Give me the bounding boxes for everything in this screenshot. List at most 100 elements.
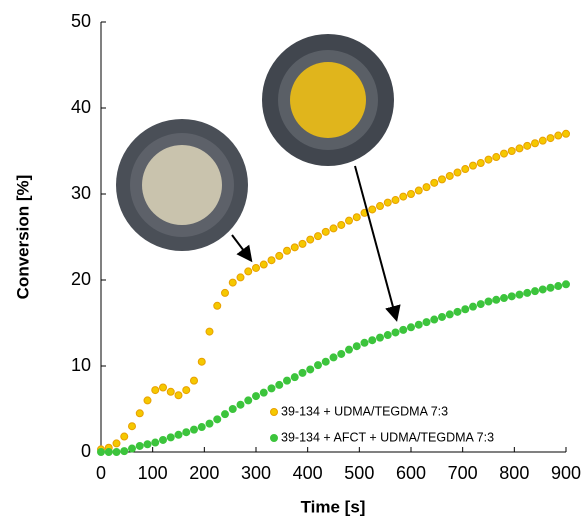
data-point xyxy=(516,145,523,152)
legend-marker xyxy=(271,409,278,416)
data-point xyxy=(206,328,213,335)
data-point xyxy=(237,401,244,408)
data-point xyxy=(439,176,446,183)
data-point xyxy=(454,169,461,176)
data-point xyxy=(555,132,562,139)
data-point xyxy=(338,350,345,357)
data-point xyxy=(392,329,399,336)
data-point xyxy=(485,298,492,305)
data-point xyxy=(237,274,244,281)
legend: 39-134 + UDMA/TEGDMA 7:339-134 + AFCT + … xyxy=(271,404,495,444)
data-point xyxy=(446,172,453,179)
data-point xyxy=(268,385,275,392)
y-tick-label: 30 xyxy=(71,183,91,203)
legend-marker xyxy=(271,435,278,442)
data-point xyxy=(431,316,438,323)
photo-left xyxy=(116,119,248,251)
data-point xyxy=(477,160,484,167)
data-point xyxy=(121,448,128,455)
data-point xyxy=(276,252,283,259)
data-point xyxy=(431,179,438,186)
data-point xyxy=(253,393,260,400)
data-point xyxy=(322,358,329,365)
data-point xyxy=(555,283,562,290)
data-point xyxy=(377,203,384,210)
data-point xyxy=(330,354,337,361)
data-point xyxy=(113,449,120,456)
data-point xyxy=(322,228,329,235)
data-point xyxy=(400,193,407,200)
x-tick-label: 900 xyxy=(551,463,581,483)
data-point xyxy=(183,429,190,436)
data-point xyxy=(563,130,570,137)
data-point xyxy=(191,377,198,384)
arrow xyxy=(232,235,250,259)
data-point xyxy=(346,217,353,224)
data-point xyxy=(144,441,151,448)
legend-label: 39-134 + AFCT + UDMA/TEGDMA 7:3 xyxy=(281,430,494,444)
y-tick-label: 20 xyxy=(71,269,91,289)
data-point xyxy=(284,377,291,384)
data-point xyxy=(245,397,252,404)
data-point xyxy=(229,279,236,286)
x-tick-label: 600 xyxy=(396,463,426,483)
data-point xyxy=(392,197,399,204)
data-point xyxy=(423,319,430,326)
x-tick-label: 400 xyxy=(293,463,323,483)
data-point xyxy=(508,148,515,155)
data-point xyxy=(160,436,167,443)
chart: 0102030405001002003004005006007008009003… xyxy=(0,0,587,522)
data-point xyxy=(516,291,523,298)
data-point xyxy=(245,268,252,275)
data-point xyxy=(524,142,531,149)
data-point xyxy=(470,162,477,169)
data-point xyxy=(129,423,136,430)
data-point xyxy=(539,286,546,293)
data-point xyxy=(524,289,531,296)
y-tick-label: 10 xyxy=(71,355,91,375)
data-point xyxy=(299,240,306,247)
data-point xyxy=(268,257,275,264)
data-point xyxy=(547,135,554,142)
data-point xyxy=(198,424,205,431)
data-point xyxy=(307,366,314,373)
x-tick-label: 500 xyxy=(344,463,374,483)
data-point xyxy=(501,295,508,302)
data-point xyxy=(105,449,112,456)
data-point xyxy=(462,306,469,313)
data-point xyxy=(253,264,260,271)
data-point xyxy=(315,233,322,240)
data-point xyxy=(539,137,546,144)
data-point xyxy=(338,221,345,228)
x-axis-title: Time [s] xyxy=(301,497,366,516)
y-tick-label: 50 xyxy=(71,11,91,31)
data-point xyxy=(493,296,500,303)
data-point xyxy=(144,397,151,404)
x-tick-label: 800 xyxy=(499,463,529,483)
data-point xyxy=(214,416,221,423)
data-point xyxy=(415,321,422,328)
data-point xyxy=(454,308,461,315)
data-point xyxy=(152,387,159,394)
data-point xyxy=(384,332,391,339)
data-point xyxy=(307,236,314,243)
x-tick-label: 100 xyxy=(138,463,168,483)
data-point xyxy=(446,311,453,318)
data-point xyxy=(260,261,267,268)
x-tick-label: 300 xyxy=(241,463,271,483)
data-point xyxy=(532,140,539,147)
data-point xyxy=(113,440,120,447)
data-point xyxy=(152,439,159,446)
x-tick-label: 200 xyxy=(189,463,219,483)
data-point xyxy=(276,381,283,388)
data-point xyxy=(330,225,337,232)
data-point xyxy=(167,434,174,441)
data-point xyxy=(563,281,570,288)
data-point xyxy=(260,389,267,396)
data-point xyxy=(400,326,407,333)
data-point xyxy=(129,445,136,452)
data-point xyxy=(547,284,554,291)
data-point xyxy=(222,411,229,418)
data-point xyxy=(477,301,484,308)
data-point xyxy=(470,303,477,310)
